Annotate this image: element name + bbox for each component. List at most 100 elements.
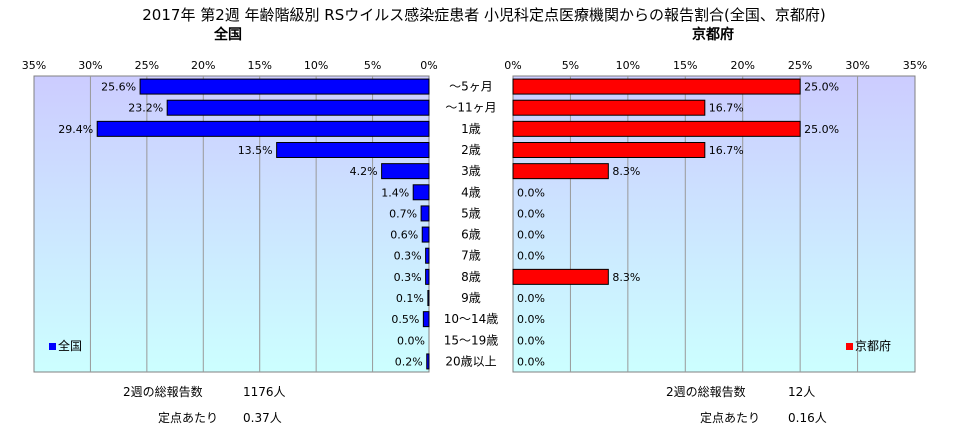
left-bar [427,290,430,306]
right-legend-label: 京都府 [855,338,891,353]
left-total-value: 1176人 [243,385,286,399]
category-label: 3歳 [461,164,481,178]
left-tick-label: 15% [247,59,271,72]
right-value-label: 25.0% [804,81,839,94]
right-tick-label: 0% [504,59,521,72]
right-value-label: 8.3% [612,165,640,178]
category-label: 20歳以上 [445,354,496,368]
right-value-label: 25.0% [804,123,839,136]
left-value-label: 0.0% [397,334,425,347]
right-legend: 京都府 [846,338,891,353]
left-value-label: 0.6% [390,229,418,242]
right-per-value: 0.16人 [788,411,827,425]
left-per-label: 定点あたり [158,410,218,425]
left-legend-label: 全国 [58,338,82,353]
right-tick-label: 25% [788,59,812,72]
left-value-label: 0.1% [396,292,424,305]
left-bar [421,226,430,243]
right-total-value: 12人 [788,385,815,399]
right-legend-swatch [846,343,853,350]
right-value-label: 0.0% [517,292,545,305]
right-value-label: 0.0% [517,334,545,347]
left-tick-label: 5% [364,59,381,72]
category-label: 9歳 [461,291,481,305]
left-per-value: 0.37人 [243,411,282,425]
right-tick-label: 30% [845,59,869,72]
left-tick-label: 0% [420,59,437,72]
category-label: ～11ヶ月 [445,101,496,115]
left-value-label: 0.7% [389,207,417,220]
left-value-label: 13.5% [238,144,273,157]
category-label: 7歳 [461,249,481,263]
right-tick-label: 5% [562,59,579,72]
category-label: 4歳 [461,185,481,199]
left-value-label: 0.3% [394,250,422,263]
left-bar [166,99,430,116]
right-tick-label: 20% [730,59,754,72]
left-bar [96,120,430,137]
left-total-label: 2週の総報告数 [123,384,203,399]
left-panel: 0% 5% 10% 15% 20% 25% 30% 35% 25.6% 23.2% 29.4% 13.… [22,59,438,373]
left-value-label: 0.2% [395,355,423,368]
left-value-label: 29.4% [58,123,93,136]
right-tick-label: 35% [903,59,927,72]
left-tick-label: 10% [304,59,328,72]
right-panel-title: 京都府 [692,26,734,43]
category-label: 1歳 [461,122,481,136]
left-value-label: 0.3% [394,271,422,284]
category-label: 6歳 [461,228,481,242]
right-value-label: 0.0% [517,186,545,199]
right-bar [512,163,609,180]
chart-title: 2017年 第2週 年齢階級別 RSウイルス感染症患者 小児科定点医療機関からの… [142,6,825,24]
left-bar [412,184,430,201]
right-tick-label: 10% [616,59,640,72]
left-bar [422,311,430,328]
left-bar [426,353,430,370]
right-panel: 0% 5% 10% 15% 20% 25% 30% 35% 25.0% 16.7% 25.0% 16.… [504,59,927,373]
right-value-label: 0.0% [517,229,545,242]
right-value-label: 0.0% [517,207,545,220]
right-value-label: 8.3% [612,271,640,284]
category-label: 15～19歳 [444,333,499,347]
right-bar [512,78,801,95]
left-legend-swatch [49,343,56,350]
left-panel-title: 全国 [213,26,242,43]
left-bar [425,247,430,264]
left-bar [276,142,430,158]
right-bar [512,120,801,137]
right-value-label: 0.0% [517,313,545,326]
right-footer: 2週の総報告数 12人 定点あたり 0.16人 [666,384,827,425]
right-per-label: 定点あたり [700,410,760,425]
left-tick-label: 25% [135,59,159,72]
left-value-label: 23.2% [128,102,163,115]
left-plot-area [33,75,430,373]
left-value-label: 1.4% [381,186,409,199]
category-labels: ～5ヶ月 ～11ヶ月 1歳 2歳 3歳 4歳 5歳 6歳 7歳 8歳 9歳 10～14歳 15～19歳 2… [444,80,499,369]
category-label: ～5ヶ月 [449,80,493,94]
left-tick-label: 30% [78,59,102,72]
right-tick-label: 15% [673,59,697,72]
right-bar [512,142,706,158]
category-label: 5歳 [461,206,481,220]
left-tick-label: 20% [191,59,215,72]
right-value-label: 0.0% [517,250,545,263]
left-footer: 2週の総報告数 1176人 定点あたり 0.37人 [123,384,286,425]
right-plot-area [512,75,916,373]
right-value-label: 16.7% [709,144,744,157]
left-bar [139,78,430,95]
category-label: 2歳 [461,143,481,157]
left-tick-label: 35% [22,59,46,72]
left-legend: 全国 [49,338,82,353]
left-bar [381,163,430,180]
left-bar [425,268,430,285]
category-label: 8歳 [461,270,481,284]
category-label: 10～14歳 [444,312,499,326]
right-total-label: 2週の総報告数 [666,384,746,399]
left-value-label: 0.5% [391,313,419,326]
left-bar [420,205,430,222]
right-bar [512,268,609,285]
left-value-label: 25.6% [101,81,136,94]
right-bar [512,99,706,116]
left-value-label: 4.2% [350,165,378,178]
